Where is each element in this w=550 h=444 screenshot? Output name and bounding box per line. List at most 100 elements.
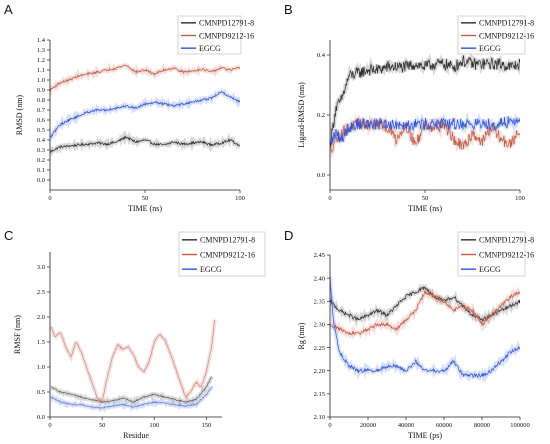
y-tick-label: 0.4 — [317, 52, 326, 59]
x-axis-title: TIME (ns) — [128, 204, 162, 213]
chart-panel-c: C 0.0 0.5 1.0 1.5 2.0 2.5 3.0 0 50 100 150 Residue RM… — [4, 228, 266, 440]
panel-letter: A — [4, 2, 13, 17]
x-tick-label: 100 — [515, 195, 525, 202]
legend-label: EGCG — [479, 44, 501, 53]
series-2-envelope — [50, 319, 217, 404]
x-axis-title: Residue — [123, 431, 149, 440]
legend-label: CMNPD12791-8 — [200, 236, 255, 245]
y-tick-label: 0.0 — [37, 414, 45, 421]
panel-letter: D — [284, 228, 293, 243]
x-tick-label: 0 — [328, 195, 331, 202]
y-tick-label: 1.2 — [37, 57, 45, 64]
series-lines — [50, 61, 240, 157]
y-tick-label: 0.0 — [317, 172, 325, 179]
y-tick-label: 0.8 — [37, 97, 45, 104]
series-lines — [330, 50, 520, 159]
x-tick-label: 0 — [328, 422, 331, 429]
y-tick-label: 2.20 — [314, 368, 325, 375]
y-tick-label: 0.4 — [37, 137, 46, 144]
y-tick-label: 2.30 — [314, 322, 325, 329]
legend-label: EGCG — [199, 44, 221, 53]
x-axis-title: TIME (ns) — [408, 204, 442, 213]
legend: CMNPD12791-8 CMNPD9212-16 EGCG — [177, 15, 254, 55]
y-tick-label: 0.6 — [37, 117, 46, 124]
y-tick-label: 0.2 — [37, 157, 45, 164]
x-tick-label: 20000 — [360, 422, 376, 429]
x-tick-label: 50 — [99, 422, 106, 429]
series-1-line — [330, 55, 520, 148]
y-tick-label: 0.3 — [37, 147, 45, 154]
y-tick-label: 2.35 — [314, 298, 325, 305]
series-2-envelope — [330, 286, 520, 340]
y-tick-label: 0.5 — [37, 389, 45, 396]
chart-panel-d: D 2.10 2.15 2.20 2.25 2.30 2.35 2.40 2.45 0 20000 4… — [284, 228, 534, 440]
series-3-line — [50, 386, 212, 410]
y-tick-label: 2.10 — [314, 414, 325, 421]
y-tick-label: 0.0 — [37, 177, 45, 184]
x-tick-label: 100 — [149, 422, 159, 429]
y-tick-label: 2.15 — [314, 391, 325, 398]
x-tick-label: 80000 — [474, 422, 490, 429]
x-tick-label: 150 — [201, 422, 211, 429]
y-axis-title: Ligand-RMSD (nm) — [297, 82, 306, 148]
y-tick-label: 2.45 — [314, 252, 325, 259]
panel-letter: C — [4, 228, 13, 243]
series-1-line — [50, 135, 240, 154]
legend-label: CMNPD12791-8 — [479, 19, 534, 28]
legend-label: EGCG — [200, 265, 222, 274]
series-2-line — [50, 64, 240, 92]
legend-label: CMNPD9212-16 — [199, 31, 254, 40]
legend-label: CMNPD9212-16 — [200, 250, 255, 259]
y-tick-label: 3.0 — [37, 264, 45, 271]
y-tick-label: 0.9 — [37, 87, 45, 94]
series-lines — [50, 319, 217, 413]
y-axis-title: RMSF (nm) — [13, 315, 22, 354]
y-tick-label: 0.5 — [37, 127, 45, 134]
x-tick-label: 100000 — [510, 422, 530, 429]
x-tick-label: 60000 — [436, 422, 452, 429]
y-axis-title: RMSD (nm) — [15, 95, 24, 136]
x-tick-label: 0 — [48, 195, 51, 202]
x-tick-label: 100 — [235, 195, 245, 202]
series-2-envelope — [50, 61, 240, 97]
x-tick-label: 50 — [142, 195, 149, 202]
y-axis-title: Rg (nm) — [297, 322, 306, 349]
y-tick-label: 1.0 — [37, 364, 45, 371]
legend-label: CMNPD12791-8 — [479, 236, 534, 245]
y-tick-label: 2.25 — [314, 345, 325, 352]
series-lines — [330, 276, 520, 384]
legend-label: CMNPD12791-8 — [199, 19, 254, 28]
legend-label: CMNPD9212-16 — [479, 31, 534, 40]
legend-label: CMNPD9212-16 — [479, 250, 534, 259]
y-tick-label: 0.1 — [37, 167, 45, 174]
series-3-line — [330, 276, 520, 378]
y-tick-label: 1.3 — [37, 47, 45, 54]
x-axis-title: TIME (ps) — [408, 431, 442, 440]
y-tick-label: 2.5 — [37, 289, 45, 296]
legend: CMNPD12791-8 CMNPD9212-16 EGCG — [457, 231, 534, 277]
series-3-line — [330, 115, 520, 145]
y-tick-label: 1.1 — [37, 67, 45, 74]
chart-panel-a: A 0.0 0.1 0.2 0.3 0.4 0.5 0.6 0.7 0.8 0.9 1.0 1.1 1.2… — [4, 2, 254, 213]
x-tick-label: 40000 — [398, 422, 414, 429]
y-tick-label: 2.40 — [314, 275, 325, 282]
y-tick-label: 0.2 — [317, 112, 325, 119]
series-1-line — [50, 376, 212, 403]
legend: CMNPD12791-8 CMNPD9212-16 EGCG — [457, 15, 534, 55]
series-1-line — [330, 286, 520, 322]
series-3-line — [50, 91, 240, 138]
y-tick-label: 2.0 — [37, 314, 45, 321]
x-tick-label: 50 — [422, 195, 429, 202]
legend: CMNPD12791-8 CMNPD9212-16 EGCG — [178, 231, 266, 277]
y-tick-label: 1.4 — [37, 37, 46, 44]
y-tick-label: 1.5 — [37, 339, 45, 346]
panel-letter: B — [284, 2, 293, 17]
chart-panel-b: B 0.0 0.2 0.4 0 50 100 TIME (ns) Ligand-RMSD (nm… — [284, 2, 534, 213]
x-tick-label: 0 — [48, 422, 51, 429]
y-tick-label: 1.0 — [37, 77, 45, 84]
series-2-line — [330, 290, 520, 336]
series-2-line — [50, 319, 215, 402]
legend-label: EGCG — [479, 265, 501, 274]
y-tick-label: 0.7 — [37, 107, 46, 114]
